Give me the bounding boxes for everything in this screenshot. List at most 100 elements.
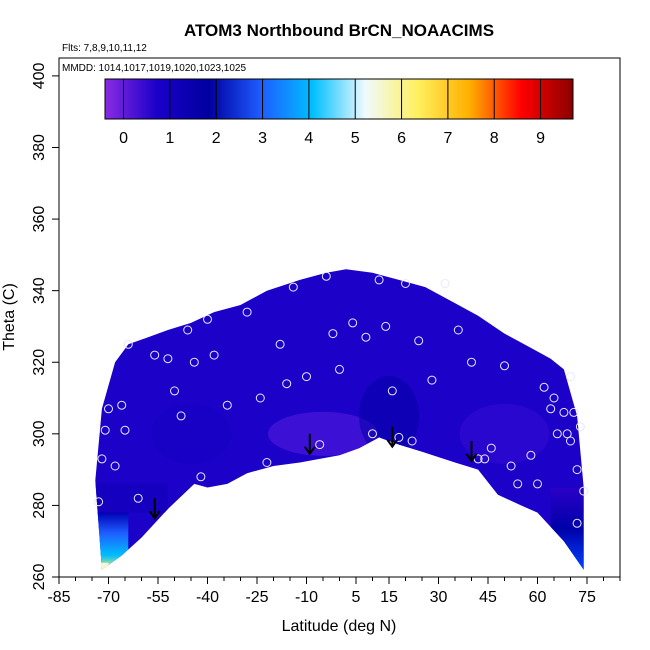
- profile-point: [133, 493, 143, 503]
- y-tick-label: 340: [31, 277, 48, 304]
- x-tick-label: 45: [479, 589, 497, 606]
- profile-point: [275, 339, 285, 349]
- y-tick-label: 320: [31, 349, 48, 376]
- x-tick-label: 5: [352, 589, 361, 606]
- x-tick-label: -40: [196, 589, 219, 606]
- profile-point: [440, 279, 450, 288]
- x-tick-label: 30: [430, 589, 448, 606]
- profile-point: [222, 400, 232, 410]
- profile-point: [401, 279, 410, 288]
- profile-point: [407, 436, 417, 446]
- colorbar-tick-label: 5: [351, 130, 360, 147]
- colorbar-tick-label: 3: [258, 130, 267, 147]
- profile-point: [579, 486, 589, 496]
- dates-label: MMDD: 1014,1017,1019,1020,1023,1025: [62, 63, 246, 74]
- profile-point: [569, 407, 579, 417]
- profile-point: [427, 375, 437, 385]
- profile-point: [506, 461, 516, 471]
- profile-point: [321, 271, 331, 281]
- field-band: [151, 403, 231, 464]
- profile-point: [572, 518, 582, 528]
- profile-point: [282, 379, 292, 389]
- profile-point: [196, 472, 206, 482]
- profile-point: [513, 479, 523, 489]
- profile-point: [262, 458, 272, 467]
- profile-point: [176, 411, 186, 421]
- flights-label: Flts: 7,8,9,10,11,12: [62, 43, 147, 54]
- profile-point: [467, 357, 476, 367]
- profile-point: [539, 382, 549, 392]
- profile-point: [288, 282, 298, 292]
- profile-point: [566, 372, 575, 382]
- field-clip: [95, 269, 584, 570]
- profile-point: [123, 339, 133, 349]
- x-tick-label: -55: [146, 589, 169, 606]
- profile-point: [189, 357, 199, 367]
- x-tick-label: 75: [578, 589, 596, 606]
- profile-point: [328, 329, 338, 339]
- profile-point: [500, 361, 509, 371]
- profile-point: [414, 336, 424, 346]
- profile-point: [453, 325, 463, 335]
- colorbar: 0 1 2 3 4 5 6 7 8 9: [104, 78, 574, 147]
- profile-point: [486, 443, 496, 453]
- colorbar-tick-label: 9: [536, 130, 545, 147]
- profile-point: [559, 407, 569, 417]
- y-tick-label: 380: [31, 134, 48, 161]
- colorbar-tick-label: 2: [212, 130, 221, 147]
- profile-point: [117, 400, 127, 410]
- arrow-head: [303, 446, 316, 456]
- profile-point: [242, 307, 252, 317]
- colorbar-tick-label: 6: [397, 130, 406, 147]
- profile-point: [572, 465, 582, 475]
- south-yellow-region: [95, 562, 109, 570]
- y-tick-label: 400: [31, 62, 48, 89]
- x-tick-label: -25: [245, 589, 268, 606]
- profile-point: [526, 450, 536, 460]
- arrow-head: [465, 453, 478, 463]
- x-tick-label: -85: [47, 589, 70, 606]
- profile-point: [100, 425, 110, 435]
- profile-point: [97, 454, 107, 464]
- profile-point: [374, 275, 384, 285]
- profile-point: [368, 429, 377, 439]
- profile-point: [566, 436, 575, 446]
- profile-point: [361, 332, 371, 342]
- arrow-head: [148, 510, 161, 520]
- profile-point: [170, 386, 179, 396]
- profile-point: [575, 422, 585, 432]
- colorbar-tick-label: 8: [490, 130, 499, 147]
- arrow-markers: [148, 426, 478, 520]
- colorbar-tick-label: 4: [304, 130, 313, 147]
- profile-point: [255, 393, 265, 403]
- profile-point: [302, 372, 311, 382]
- arrow-head: [386, 439, 399, 449]
- y-tick-label: 280: [31, 492, 48, 519]
- profile-point: [163, 354, 173, 364]
- profile-point: [348, 318, 358, 328]
- profile-point: [104, 404, 113, 414]
- profile-points: [94, 271, 589, 528]
- profile-point: [381, 321, 391, 331]
- x-axis-title: Latitude (deg N): [282, 618, 397, 635]
- y-axis-title: Theta (C): [1, 283, 18, 351]
- x-axis: -85 -70 -55 -40 -25 -10 5 15 30 45 60 75: [47, 577, 621, 606]
- y-tick-label: 260: [31, 564, 48, 591]
- y-axis: 260 280 300 320 340 360 380 400: [31, 62, 59, 590]
- profile-point: [394, 432, 404, 442]
- profile-point: [120, 425, 130, 435]
- profile-point: [387, 386, 397, 396]
- profile-point: [549, 393, 559, 403]
- colorbar-gradient: [104, 78, 574, 120]
- north-low-region: [550, 487, 584, 570]
- profile-point: [546, 404, 556, 414]
- y-tick-label: 300: [31, 420, 48, 447]
- field-band: [459, 403, 550, 464]
- chart-title: ATOM3 Northbound BrCN_NOAACIMS: [184, 21, 494, 40]
- south-gradient-region: [95, 512, 129, 570]
- x-tick-label: -70: [97, 589, 120, 606]
- profile-point: [335, 364, 344, 374]
- profile-point: [209, 350, 219, 360]
- profile-point: [203, 314, 212, 324]
- heatmap-field: [95, 269, 584, 570]
